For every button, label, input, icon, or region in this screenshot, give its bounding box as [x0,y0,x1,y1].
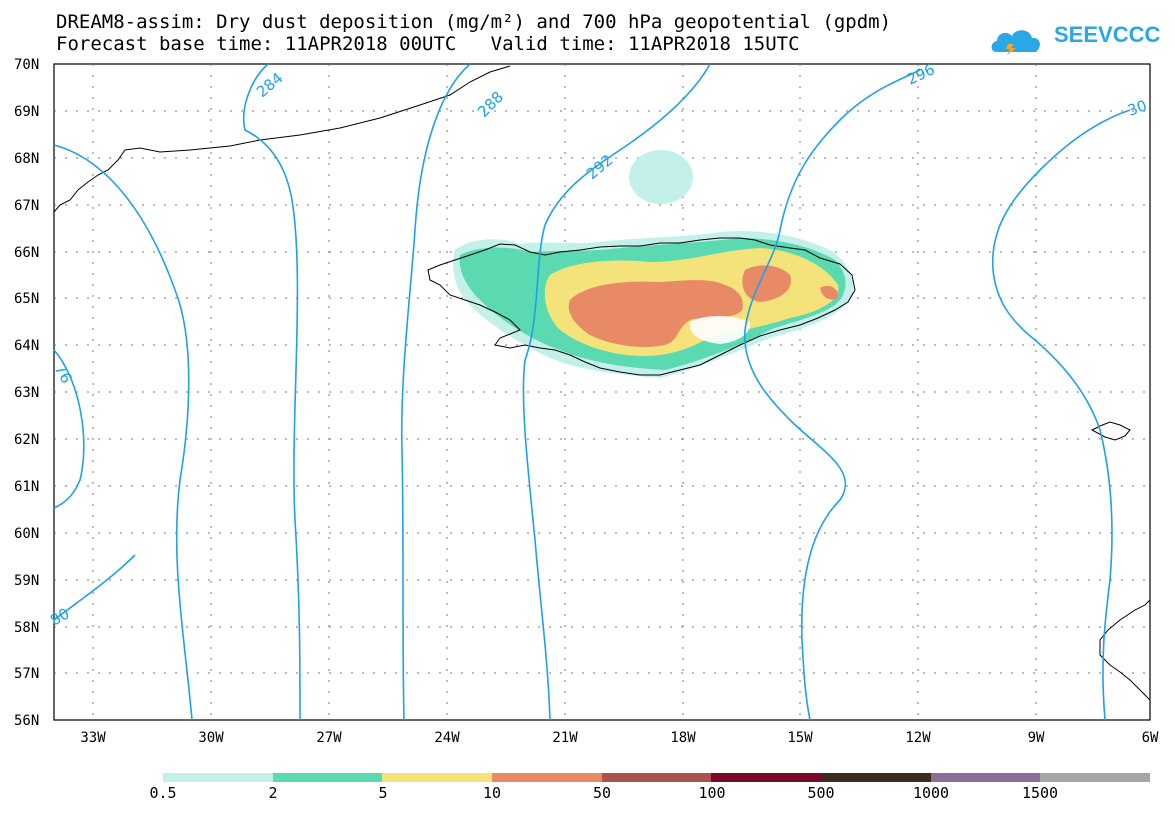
contour-label-288: 288 [474,88,507,121]
color-scale-label: 500 [807,784,835,802]
color-scale-label: 2 [268,784,278,802]
color-scale-label: 1500 [1021,784,1059,802]
dust-deposition-field [453,150,854,378]
lat-label: 69N [14,104,39,120]
color-scale-label: 1000 [912,784,950,802]
logo-text: SEEVCCC [1054,22,1161,47]
contour-280 [53,144,193,721]
lon-label: 15W [787,730,813,746]
color-swatch-3 [492,773,602,782]
contour-292 [522,63,711,721]
color-swatch-6 [821,773,931,782]
lon-label: 9W [1028,730,1045,746]
color-swatch-0 [163,773,273,782]
map-subtitle: Forecast base time: 11APR2018 00UTC Vali… [56,33,800,55]
greenland-coast [53,65,511,213]
lon-label: 27W [316,730,342,746]
geopotential-contours [53,63,1131,721]
lat-label: 62N [14,432,39,448]
lat-label: 68N [14,151,39,167]
color-scale-label: 5 [378,784,388,802]
seevccc-cloud-logo-icon [991,30,1040,55]
contour-280-south [53,554,136,621]
longitude-labels: 33W 30W 27W 24W 21W 18W 15W 12W 9W 6W [80,730,1159,746]
lat-label: 56N [14,713,39,729]
contour-296 [744,69,921,721]
contour-288 [400,63,471,721]
lat-label: 59N [14,573,39,589]
color-scale-label: 10 [482,784,502,802]
iceland-coast [427,237,856,376]
lon-label: 12W [905,730,931,746]
lon-label: 18W [670,730,696,746]
contour-300 [991,109,1131,721]
color-scale-bar [163,773,1151,782]
lat-label: 60N [14,526,39,542]
map-title: DREAM8-assim: Dry dust deposition (mg/m²… [56,11,892,33]
lat-label: 65N [14,291,39,307]
lon-label: 21W [552,730,578,746]
dust-patch-north [629,150,693,204]
contour-label-284: 284 [253,69,287,101]
color-swatch-4 [601,773,712,782]
dust-level-10-northeast [820,285,839,300]
lon-label: 6W [1142,730,1159,746]
contour-284 [243,63,301,721]
lat-label: 66N [14,245,39,261]
latitude-labels: 70N 69N 68N 67N 66N 65N 64N 63N 62N 61N … [14,57,39,729]
scotland-coast [1099,598,1151,702]
color-scale-label: 50 [592,784,612,802]
lon-label: 24W [434,730,460,746]
lat-label: 61N [14,479,39,495]
contour-276 [53,349,85,509]
lat-label: 64N [14,338,39,354]
lat-label: 63N [14,385,39,401]
graticule [54,64,1150,720]
lat-label: 67N [14,198,39,214]
lat-label: 58N [14,620,39,636]
faroe-coast [1090,421,1131,441]
dust-free-patch [689,316,751,344]
coastlines [53,65,1151,702]
dust-level-10-west [568,280,743,347]
lon-label: 33W [80,730,106,746]
lat-label: 57N [14,666,39,682]
lon-label: 30W [198,730,224,746]
lat-label: 70N [14,57,39,73]
color-swatch-7 [930,773,1041,782]
color-swatch-2 [382,773,493,782]
color-scale-label: 0.5 [149,784,177,802]
color-scale-label: 100 [698,784,726,802]
color-swatch-1 [272,773,383,782]
color-swatch-5 [711,773,822,782]
contour-label-300: 30 [1125,96,1149,119]
color-swatch-8 [1040,773,1151,782]
